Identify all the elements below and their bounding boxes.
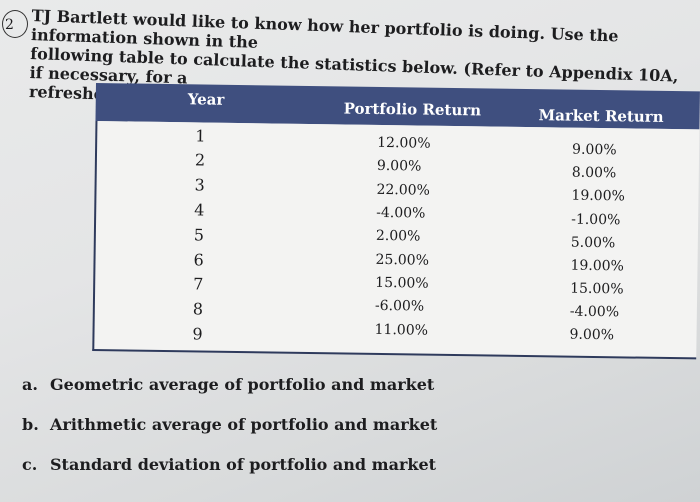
cell-portfolio-return: 2.00% xyxy=(375,227,421,245)
question-item: c. Standard deviation of portfolio and ma… xyxy=(22,455,436,474)
cell-year: 9 xyxy=(192,324,203,344)
question-letter: c. xyxy=(22,455,38,474)
question-item: a. Geometric average of portfolio and mar… xyxy=(22,375,434,394)
header-portfolio-return: Portfolio Return xyxy=(343,99,482,120)
question-text: Arithmetic average of portfolio and mark… xyxy=(50,415,438,434)
cell-market-return: 5.00% xyxy=(570,234,616,252)
cell-year: 5 xyxy=(193,225,205,245)
table-body: 1 12.00% 9.00% 2 9.00% 8.00% 3 22.00% 19.00% 4 -4.… xyxy=(92,120,700,360)
header-market-return: Market Return xyxy=(538,106,664,126)
cell-market-return: 9.00% xyxy=(569,326,615,344)
question-letter: a. xyxy=(22,375,38,394)
cell-year: 3 xyxy=(194,175,205,195)
cell-market-return: -4.00% xyxy=(569,303,620,321)
cell-year: 8 xyxy=(192,299,204,319)
problem-number: 2 xyxy=(2,10,28,38)
returns-table: Year Portfolio Return Market Return 1 12.… xyxy=(92,83,700,360)
cell-year: 7 xyxy=(193,274,204,294)
question-text: Geometric average of portfolio and marke… xyxy=(50,375,435,394)
cell-market-return: 19.00% xyxy=(570,257,624,275)
cell-portfolio-return: -4.00% xyxy=(376,204,426,222)
question-item: b. Arithmetic average of portfolio and ma… xyxy=(22,415,437,434)
cell-market-return: 8.00% xyxy=(571,164,617,182)
question-letter: b. xyxy=(22,415,39,434)
cell-year: 2 xyxy=(194,150,206,170)
cell-portfolio-return: 25.00% xyxy=(375,251,430,269)
cell-market-return: 19.00% xyxy=(571,187,625,205)
cell-year: 4 xyxy=(194,200,205,220)
cell-year: 6 xyxy=(193,250,204,270)
cell-portfolio-return: 11.00% xyxy=(374,321,429,339)
cell-market-return: -1.00% xyxy=(571,211,621,229)
cell-portfolio-return: 22.00% xyxy=(376,181,431,199)
cell-portfolio-return: 15.00% xyxy=(375,274,429,292)
header-year: Year xyxy=(187,90,225,109)
cell-portfolio-return: -6.00% xyxy=(374,297,425,315)
cell-portfolio-return: 9.00% xyxy=(376,157,422,175)
question-text: Standard deviation of portfolio and mark… xyxy=(50,455,437,474)
cell-market-return: 15.00% xyxy=(570,280,624,298)
